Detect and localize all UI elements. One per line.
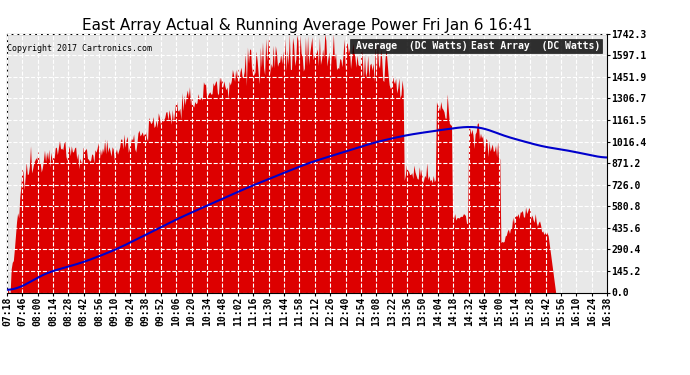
Legend: Average  (DC Watts), East Array  (DC Watts): Average (DC Watts), East Array (DC Watts…	[350, 39, 602, 53]
Title: East Array Actual & Running Average Power Fri Jan 6 16:41: East Array Actual & Running Average Powe…	[82, 18, 532, 33]
Text: Copyright 2017 Cartronics.com: Copyright 2017 Cartronics.com	[7, 44, 152, 52]
